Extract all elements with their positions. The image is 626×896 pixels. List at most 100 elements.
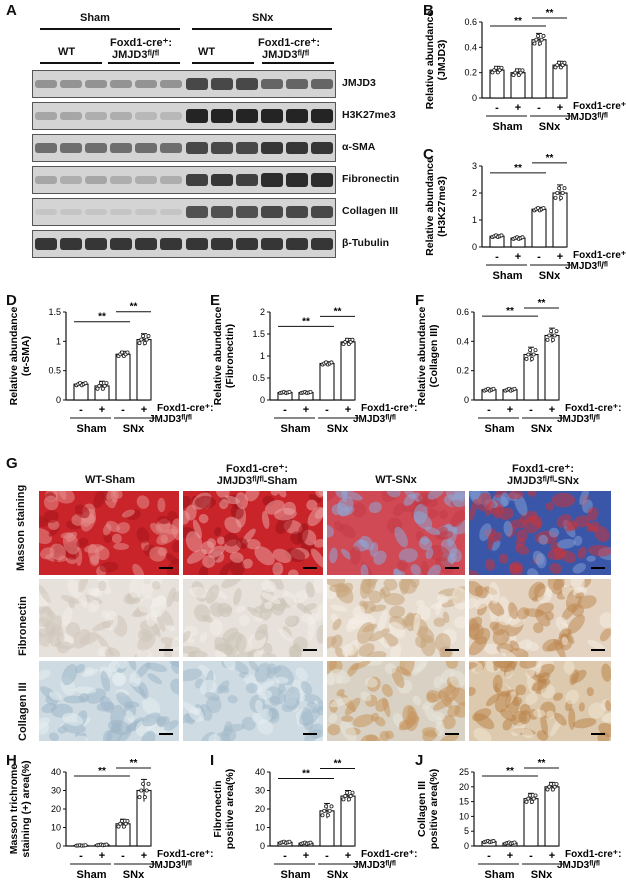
tissue-structure xyxy=(381,684,393,697)
tissue-structure xyxy=(56,632,65,643)
tissue-structure xyxy=(217,602,233,618)
sig-mark: ** xyxy=(98,766,106,777)
tissue-structure xyxy=(245,682,258,694)
tissue-structure xyxy=(498,507,514,520)
legend-foxd1: Foxd1-cre⁺: xyxy=(361,849,417,860)
tissue-structure xyxy=(283,686,301,710)
tissue-structure xyxy=(375,698,389,712)
panel-label-g: G xyxy=(6,455,18,472)
tissue-structure xyxy=(527,491,537,498)
data-point xyxy=(83,843,88,848)
panel-label-i: I xyxy=(210,752,215,769)
blot-band xyxy=(135,208,158,216)
data-point xyxy=(537,41,542,46)
tissue-structure xyxy=(427,544,450,562)
tissue-structure xyxy=(521,728,534,739)
genotype-sign: + xyxy=(99,850,105,862)
legend-foxd1: Foxd1-cre⁺: xyxy=(157,403,213,414)
data-point xyxy=(341,797,346,802)
data-point xyxy=(547,333,552,338)
tissue-structure xyxy=(113,543,130,550)
tissue-structure xyxy=(160,534,168,544)
tissue-structure xyxy=(474,585,488,599)
sig-mark: ** xyxy=(506,306,514,317)
tissue-structure xyxy=(399,661,415,676)
tissue-structure xyxy=(39,584,51,604)
tissue-structure xyxy=(586,507,599,521)
ko-sham-underline xyxy=(108,62,180,64)
tissue-structure xyxy=(99,561,119,573)
tissue-structure xyxy=(111,672,126,686)
tissue-structure xyxy=(426,564,441,575)
tissue-structure xyxy=(110,724,121,734)
tissue-structure xyxy=(413,613,420,635)
tissue-structure xyxy=(525,692,538,705)
y-tick-label: 1.5 xyxy=(252,329,265,339)
blot-band xyxy=(59,208,82,216)
blot-band xyxy=(261,237,284,251)
tissue-structure xyxy=(383,579,398,591)
tissue-structure xyxy=(485,693,500,707)
blot-band xyxy=(84,176,107,184)
sub-jmjd3-sham: JMJD3ᶠˡ/ᶠˡ xyxy=(112,49,159,61)
y-tick-label: 0.2 xyxy=(464,68,477,78)
sig-mark: ** xyxy=(130,302,138,313)
tissue-structure xyxy=(427,491,446,500)
blot-band xyxy=(160,176,183,184)
tissue-structure xyxy=(236,537,248,549)
tissue-structure xyxy=(258,690,273,700)
blot-band xyxy=(84,79,107,89)
tissue-structure xyxy=(413,503,428,525)
tissue-structure xyxy=(282,590,298,608)
tissue-structure xyxy=(373,550,387,565)
tissue-structure xyxy=(49,543,66,561)
scale-bar xyxy=(159,567,173,569)
tissue-structure xyxy=(451,492,465,508)
data-point xyxy=(348,794,353,799)
tissue-structure xyxy=(261,580,277,593)
tissue-structure xyxy=(272,548,292,563)
data-point xyxy=(137,341,142,346)
tissue-structure xyxy=(450,510,465,528)
micrograph-tile xyxy=(326,578,466,658)
tissue-structure xyxy=(129,579,145,599)
y-axis-label-line: positive area(%) xyxy=(428,769,440,850)
tissue-structure xyxy=(307,617,316,642)
tissue-structure xyxy=(304,729,322,741)
data-point xyxy=(524,356,529,361)
tissue-structure xyxy=(573,515,590,528)
tissue-structure xyxy=(515,684,527,696)
data-point xyxy=(121,824,126,829)
blot-collagen-iii xyxy=(32,198,336,226)
tissue-structure xyxy=(351,502,367,518)
tissue-structure xyxy=(294,601,313,616)
tissue-structure xyxy=(103,533,112,544)
tissue-structure xyxy=(75,735,88,741)
y-tick-label: 0 xyxy=(260,841,265,851)
data-point xyxy=(552,333,557,338)
tissue-structure xyxy=(340,720,357,741)
blot-band xyxy=(261,109,284,123)
tissue-structure xyxy=(76,537,89,548)
data-point xyxy=(142,341,147,346)
genotype-sign: + xyxy=(515,251,521,263)
blot-fibronectin xyxy=(32,166,336,194)
tissue-structure xyxy=(245,491,260,502)
genotype-sign: + xyxy=(303,850,309,862)
y-tick-label: 2 xyxy=(472,188,477,198)
tissue-structure xyxy=(198,565,209,575)
tissue-structure xyxy=(605,700,611,712)
y-axis-label-line: Relative abundance xyxy=(416,307,428,406)
blot-band xyxy=(34,142,57,154)
tissue-structure xyxy=(588,544,611,557)
y-axis-label: Relative abundance(α-SMA) xyxy=(8,307,32,406)
tissue-structure xyxy=(229,551,244,563)
tissue-structure xyxy=(433,617,446,628)
data-point xyxy=(554,329,559,334)
blot-band xyxy=(286,173,309,187)
tissue-structure xyxy=(563,661,575,675)
tissue-structure xyxy=(204,692,221,701)
blot-band xyxy=(311,109,334,123)
tissue-structure xyxy=(278,628,293,642)
blot-band xyxy=(84,208,107,216)
